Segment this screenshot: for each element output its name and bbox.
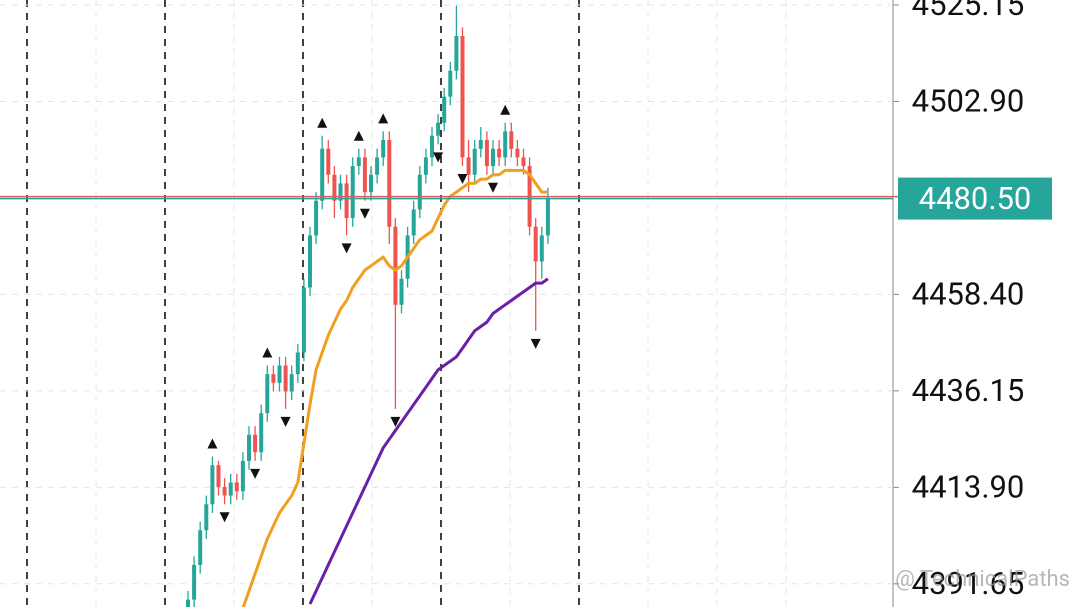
moving-average (308, 277, 549, 605)
fractal-up (500, 104, 511, 115)
candle-body (521, 157, 526, 167)
fractal-down (341, 243, 352, 254)
fractal-down (488, 182, 498, 193)
fractal-up (207, 438, 218, 449)
candle-body (448, 70, 453, 97)
candle-body (381, 140, 386, 158)
y-tick-label: 4413.90 (912, 469, 1025, 506)
candle-body (247, 434, 251, 461)
candle-body (234, 482, 239, 492)
candle-body (472, 148, 477, 175)
fractal-down (530, 338, 541, 349)
fractal-up (378, 113, 389, 124)
candle-body (216, 465, 221, 487)
candle-body (503, 131, 508, 158)
fractal-down (433, 152, 444, 163)
candle-body (539, 235, 544, 262)
candle-body (289, 374, 294, 392)
candle-body (210, 465, 215, 505)
candle-body (301, 287, 306, 353)
candle-body (186, 599, 190, 607)
fractal-down (457, 174, 468, 185)
candle-body (253, 434, 258, 453)
fractal-up (353, 130, 364, 141)
candle-body (344, 183, 349, 219)
candle-body (545, 198, 550, 236)
candle-body (484, 140, 489, 167)
candle-body (356, 157, 361, 167)
candle-body (228, 482, 233, 496)
candle-body (393, 226, 398, 305)
watermark: @ TechnicalPaths (895, 567, 1070, 592)
moving-average (241, 168, 548, 607)
y-tick-label: 4436.15 (912, 372, 1025, 409)
candle-body (478, 140, 483, 149)
candle-body (375, 157, 380, 175)
fractal-down (219, 512, 230, 523)
candle-body (454, 35, 459, 71)
candle-body (204, 504, 209, 531)
candle-body (338, 183, 343, 201)
candle-body (283, 365, 288, 392)
candle-body (362, 157, 367, 193)
candle-body (332, 174, 337, 201)
candle-body (442, 96, 447, 123)
candle-body (387, 140, 392, 227)
candle-body (533, 226, 538, 262)
candle-body (240, 460, 245, 492)
candle-body (491, 148, 495, 167)
fractal-down (390, 416, 401, 427)
y-tick-label: 4458.40 (912, 276, 1025, 313)
candle-body (369, 174, 373, 193)
candle-body (460, 35, 465, 158)
fractal-up (262, 347, 273, 358)
candle-body (222, 486, 227, 496)
candle-body (198, 530, 203, 565)
candle-body (308, 235, 312, 288)
last-price-badge (898, 177, 1052, 220)
candle-body (436, 122, 441, 136)
candle-body (192, 564, 197, 600)
candle-body (423, 157, 428, 175)
candle-body (515, 148, 520, 158)
candle-body (350, 166, 355, 219)
fractal-up (317, 117, 328, 128)
candle-body (320, 148, 325, 201)
y-tick-label: 4525.15 (912, 0, 1025, 23)
candle-body (430, 135, 434, 158)
candle-body (466, 157, 471, 175)
candle-body (417, 174, 422, 210)
fractal-down (359, 208, 370, 219)
candle-body (411, 209, 416, 236)
fractal-down (250, 468, 261, 479)
candle-body (277, 365, 282, 383)
vertical-grid (95, 0, 787, 607)
candle-body (271, 374, 276, 383)
last-price-label: 4480.50 (919, 180, 1032, 217)
candle-body (497, 148, 502, 158)
candle-body (399, 278, 404, 305)
candle-body (259, 413, 264, 453)
y-tick-label: 4502.90 (912, 83, 1025, 120)
candle-body (509, 131, 514, 149)
y-tick-label: 4391.65 (912, 565, 1025, 602)
candle-body (314, 200, 319, 236)
fractal-down (280, 416, 291, 427)
candle-body (295, 352, 300, 375)
candle-body (265, 374, 270, 414)
candle-body (326, 148, 331, 175)
